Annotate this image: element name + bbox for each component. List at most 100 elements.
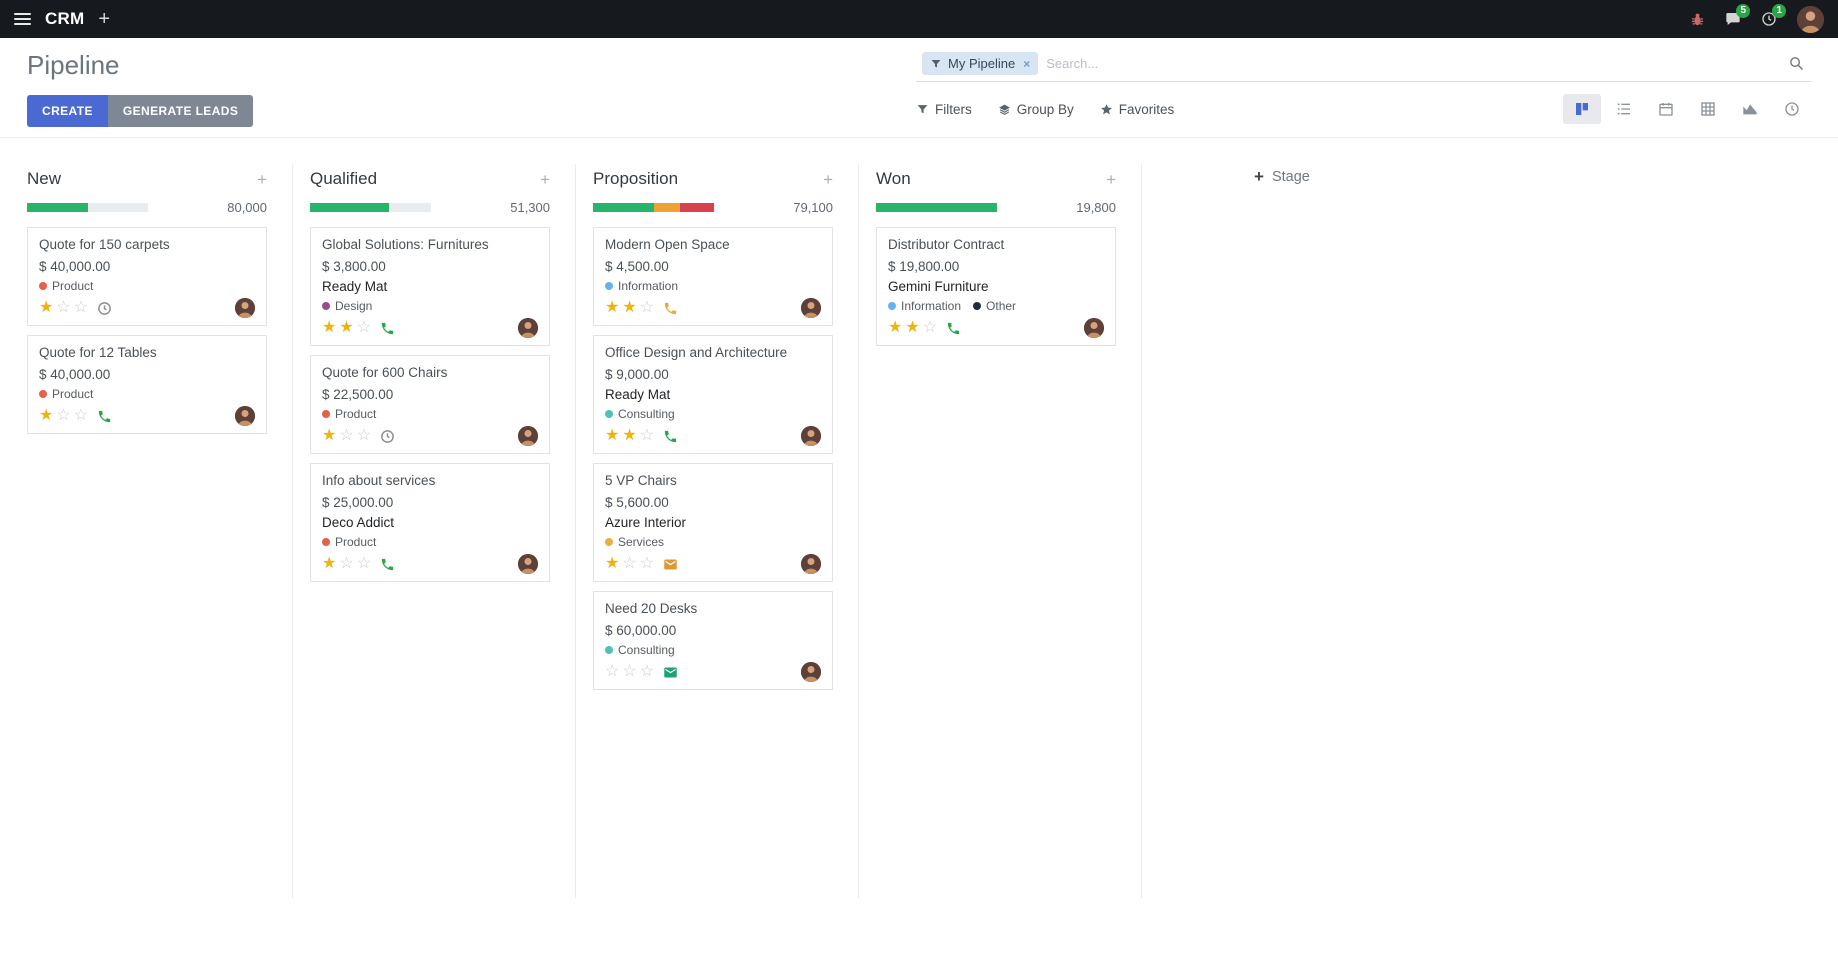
column-add-icon[interactable]: + <box>540 169 550 189</box>
activity-phone-icon[interactable] <box>380 557 395 572</box>
apps-menu-icon[interactable] <box>14 13 31 25</box>
priority-star[interactable]: ☆ <box>339 427 354 444</box>
view-activity-button[interactable] <box>1773 94 1811 124</box>
add-stage-button[interactable]: + Stage <box>1254 168 1310 185</box>
priority-star[interactable]: ★ <box>605 427 620 444</box>
view-kanban-button[interactable] <box>1563 94 1601 124</box>
kanban-card[interactable]: Quote for 600 Chairs $ 22,500.00 Product… <box>310 355 550 454</box>
topbar-plus-icon[interactable]: + <box>98 8 111 30</box>
priority-star[interactable]: ☆ <box>56 407 71 424</box>
tag-product[interactable]: Product <box>39 387 93 401</box>
column-add-icon[interactable]: + <box>823 169 833 189</box>
kanban-card[interactable]: Quote for 12 Tables $ 40,000.00 Product … <box>27 335 267 434</box>
column-progressbar[interactable] <box>876 203 997 212</box>
priority-star[interactable]: ☆ <box>339 555 354 572</box>
priority-star[interactable]: ★ <box>322 319 337 336</box>
priority-star[interactable]: ★ <box>905 319 920 336</box>
debug-bug-icon[interactable] <box>1690 12 1705 27</box>
priority-star[interactable]: ☆ <box>639 427 655 444</box>
priority-star[interactable]: ☆ <box>73 407 89 424</box>
kanban-card[interactable]: Need 20 Desks $ 60,000.00 Consulting ☆ ☆ ☆ <box>593 591 833 690</box>
salesperson-avatar[interactable] <box>518 426 538 446</box>
tag-services[interactable]: Services <box>605 535 664 549</box>
priority-star[interactable]: ★ <box>322 427 337 444</box>
tag-design[interactable]: Design <box>322 299 372 313</box>
tag-other[interactable]: Other <box>973 299 1016 313</box>
salesperson-avatar[interactable] <box>801 426 821 446</box>
priority-star[interactable]: ☆ <box>622 555 637 572</box>
filters-button[interactable]: Filters <box>916 102 972 117</box>
generate-leads-button[interactable]: GENERATE LEADS <box>107 95 254 127</box>
view-pivot-button[interactable] <box>1689 94 1727 124</box>
salesperson-avatar[interactable] <box>235 406 255 426</box>
kanban-card[interactable]: Info about services $ 25,000.00 Deco Add… <box>310 463 550 582</box>
priority-star[interactable]: ★ <box>888 319 903 336</box>
activity-phone-icon[interactable] <box>97 409 112 424</box>
column-title[interactable]: Qualified <box>310 169 378 188</box>
salesperson-avatar[interactable] <box>518 318 538 338</box>
salesperson-avatar[interactable] <box>1084 318 1104 338</box>
messages-icon[interactable]: 5 <box>1725 4 1750 27</box>
tag-consulting[interactable]: Consulting <box>605 643 675 657</box>
salesperson-avatar[interactable] <box>801 662 821 682</box>
view-list-button[interactable] <box>1605 94 1643 124</box>
priority-star[interactable]: ☆ <box>639 299 655 316</box>
priority-star[interactable]: ★ <box>622 427 637 444</box>
column-progressbar[interactable] <box>310 203 431 212</box>
column-title[interactable]: New <box>27 169 62 188</box>
group-by-button[interactable]: Group By <box>998 102 1074 117</box>
column-progressbar[interactable] <box>593 203 714 212</box>
column-title[interactable]: Proposition <box>593 169 679 188</box>
search-bar[interactable]: My Pipeline × <box>916 50 1811 82</box>
priority-star[interactable]: ☆ <box>356 427 372 444</box>
priority-star[interactable]: ★ <box>605 299 620 316</box>
tag-product[interactable]: Product <box>322 407 376 421</box>
priority-star[interactable]: ☆ <box>639 555 655 572</box>
view-calendar-button[interactable] <box>1647 94 1685 124</box>
priority-star[interactable]: ★ <box>39 299 54 316</box>
salesperson-avatar[interactable] <box>235 298 255 318</box>
activity-phone-icon[interactable] <box>380 321 395 336</box>
kanban-card[interactable]: Modern Open Space $ 4,500.00 Information… <box>593 227 833 326</box>
search-facet[interactable]: My Pipeline × <box>922 52 1039 75</box>
kanban-card[interactable]: Global Solutions: Furnitures $ 3,800.00 … <box>310 227 550 346</box>
column-add-icon[interactable]: + <box>257 169 267 189</box>
activity-phone-icon[interactable] <box>946 321 961 336</box>
activity-phone-icon[interactable] <box>663 429 678 444</box>
tag-product[interactable]: Product <box>39 279 93 293</box>
tag-information[interactable]: Information <box>605 279 678 293</box>
search-icon[interactable] <box>1788 55 1805 72</box>
create-button[interactable]: CREATE <box>27 95 108 127</box>
priority-star[interactable]: ☆ <box>56 299 71 316</box>
facet-remove-icon[interactable]: × <box>1023 56 1031 71</box>
priority-star[interactable]: ☆ <box>922 319 938 336</box>
tag-product[interactable]: Product <box>322 535 376 549</box>
salesperson-avatar[interactable] <box>518 554 538 574</box>
priority-star[interactable]: ☆ <box>73 299 89 316</box>
user-avatar[interactable] <box>1797 5 1824 33</box>
favorites-button[interactable]: Favorites <box>1100 102 1174 117</box>
kanban-card[interactable]: Quote for 150 carpets $ 40,000.00 Produc… <box>27 227 267 326</box>
view-graph-button[interactable] <box>1731 94 1769 124</box>
priority-star[interactable]: ★ <box>322 555 337 572</box>
activity-phone-icon[interactable] <box>663 301 678 316</box>
priority-star[interactable]: ☆ <box>639 663 655 680</box>
app-name[interactable]: CRM <box>45 9 85 28</box>
priority-star[interactable]: ☆ <box>622 663 637 680</box>
priority-star[interactable]: ★ <box>622 299 637 316</box>
priority-star[interactable]: ☆ <box>605 663 620 680</box>
activity-envelope-icon[interactable] <box>663 665 678 680</box>
activities-clock-icon[interactable]: 1 <box>1761 4 1786 27</box>
tag-consulting[interactable]: Consulting <box>605 407 675 421</box>
activity-envelope-icon[interactable] <box>663 557 678 572</box>
priority-star[interactable]: ★ <box>339 319 354 336</box>
kanban-card[interactable]: 5 VP Chairs $ 5,600.00 Azure Interior Se… <box>593 463 833 582</box>
kanban-card[interactable]: Office Design and Architecture $ 9,000.0… <box>593 335 833 454</box>
priority-star[interactable]: ★ <box>605 555 620 572</box>
activity-clock-icon[interactable] <box>380 429 395 444</box>
salesperson-avatar[interactable] <box>801 554 821 574</box>
search-input[interactable] <box>1046 56 1780 71</box>
column-title[interactable]: Won <box>876 169 911 188</box>
priority-star[interactable]: ☆ <box>356 319 372 336</box>
priority-star[interactable]: ★ <box>39 407 54 424</box>
